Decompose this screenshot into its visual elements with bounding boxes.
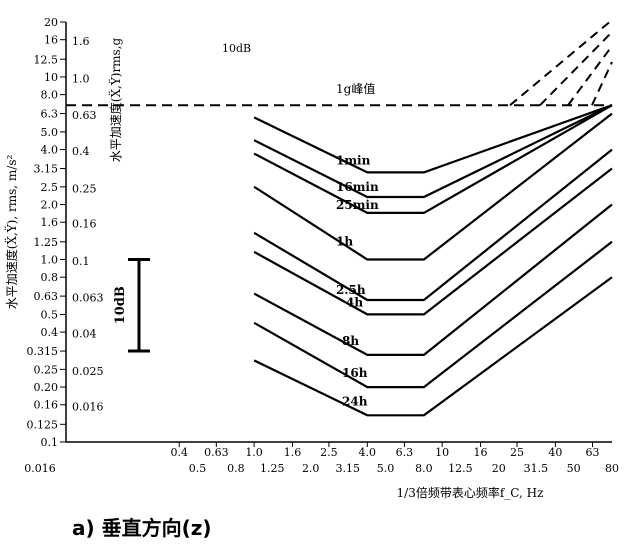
- y-tick-label-9: 2.5: [41, 181, 59, 194]
- y-tick-label-5: 6.3: [41, 108, 59, 121]
- x-tick-label-row2-8: 12.5: [448, 462, 473, 475]
- x-tick-label-row2-9: 20: [492, 462, 506, 475]
- x-tick-label-row2-2: 0.8: [227, 462, 245, 475]
- x-tick-label-row1-4: 2.5: [320, 446, 338, 459]
- x-axis-label: 1/3倍频带表心频率f_C, Hz: [397, 485, 544, 500]
- g-tick-label-4: 0.25: [72, 182, 97, 195]
- series-line-1h: [253, 112, 613, 261]
- y-tick-label-7: 4.0: [41, 144, 59, 157]
- x-tick-label-row1-7: 10: [435, 446, 449, 459]
- y-tick-label-10: 2.0: [41, 199, 59, 212]
- series-label-4h: 4h: [346, 295, 363, 309]
- y-tick-label-0: 20: [44, 16, 58, 29]
- y-tick-label-23: 0.1: [41, 436, 59, 449]
- chart-caption: a) 垂直方向(z): [72, 516, 212, 540]
- y-tick-label-6: 5.0: [41, 126, 59, 139]
- series-line-25min: [253, 104, 613, 214]
- x-tick-label-row1-5: 4.0: [359, 446, 377, 459]
- dashed-extension-3: [591, 61, 613, 106]
- x-tick-label-row1-8: 16: [474, 446, 488, 459]
- y-tick-label-4: 8.0: [41, 89, 59, 102]
- x-tick-label-row1-1: 0.63: [204, 446, 229, 459]
- x-tick-label-row1-11: 63: [585, 446, 599, 459]
- y-tick-label-21: 0.16: [34, 399, 59, 412]
- x-tick-label-row2-5: 3.15: [336, 462, 361, 475]
- y-tick-label-20: 0.20: [34, 381, 59, 394]
- series-line-24h: [253, 276, 613, 417]
- x-tick-label-row2-11: 50: [567, 462, 581, 475]
- dashed-extension-1: [539, 31, 613, 106]
- series-label-24h: 24h: [342, 394, 368, 408]
- x-tick-label-row2-6: 5.0: [377, 462, 395, 475]
- series-line-4h: [253, 167, 613, 316]
- y-tick-label-14: 0.8: [41, 271, 59, 284]
- y-tick-label-8: 3.15: [34, 163, 59, 176]
- x-tick-label-row1-6: 6.3: [396, 446, 414, 459]
- series-line-16h: [253, 240, 613, 389]
- series-label-8h: 8h: [342, 334, 359, 348]
- series-line-8h: [253, 203, 613, 356]
- g-tick-label-7: 0.063: [72, 292, 104, 305]
- g-tick-label-1: 1.0: [72, 72, 90, 85]
- y-tick-label-1: 16: [44, 34, 58, 47]
- y-tick-label-18: 0.315: [27, 345, 59, 358]
- y-tick-label-22: 0.125: [27, 418, 59, 431]
- x-tick-label-row1-3: 1.6: [284, 446, 302, 459]
- y-tick-label-2: 12.5: [34, 53, 59, 66]
- series-label-16min: 16min: [336, 180, 379, 194]
- x-tick-label-row2-3: 1.25: [260, 462, 285, 475]
- g-tick-label-3: 0.4: [72, 145, 90, 158]
- dashed-extension-0: [509, 19, 613, 106]
- x-tick-label-row1-2: 1.0: [245, 446, 263, 459]
- series-label-2.5h: 2.5h: [336, 283, 366, 297]
- g-tick-label-6: 0.1: [72, 255, 90, 268]
- top-10db-label: 10dB: [222, 42, 251, 55]
- x-tick-label-row2-10: 31.5: [524, 462, 549, 475]
- y-tick-label-3: 10: [44, 71, 58, 84]
- y-tick-label-13: 1.0: [41, 253, 59, 266]
- y-axis-label-outer: 水平加速度(Ẍ,Ÿ), rms, m/s²: [3, 155, 19, 310]
- series-label-25min: 25min: [336, 198, 379, 212]
- series-label-16h: 16h: [342, 366, 368, 380]
- x-tick-label-row2-4: 2.0: [302, 462, 320, 475]
- peak-1g-label: 1g峰值: [336, 81, 375, 96]
- series-line-16min: [253, 104, 613, 199]
- y-tick-label-12: 1.25: [34, 236, 59, 249]
- series-label-1h: 1h: [336, 234, 353, 248]
- g-tick-label-10: 0.016: [72, 400, 104, 413]
- y-axis-label-inner: 水平加速度(Ẍ,Ÿ)rms,g: [107, 37, 123, 162]
- x-tick-label-row2-0: 0.016: [24, 462, 56, 475]
- x-tick-label-row1-10: 40: [548, 446, 562, 459]
- y-tick-label-19: 0.25: [34, 363, 59, 376]
- y-tick-label-11: 1.6: [41, 216, 59, 229]
- series-label-1min: 1min: [336, 153, 371, 167]
- x-tick-label-row1-9: 25: [510, 446, 524, 459]
- g-tick-label-5: 0.16: [72, 218, 97, 231]
- g-tick-label-8: 0.04: [72, 328, 97, 341]
- dashed-extension-2: [567, 45, 613, 106]
- x-tick-label-row2-7: 8.0: [415, 462, 433, 475]
- x-tick-label-row2-1: 0.5: [189, 462, 207, 475]
- y-tick-label-16: 0.5: [41, 308, 59, 321]
- series-line-2.5h: [253, 148, 613, 302]
- x-tick-label-row1-0: 0.4: [170, 446, 188, 459]
- g-tick-label-9: 0.025: [72, 365, 104, 378]
- scale-bar-label: 10dB: [113, 286, 128, 324]
- g-tick-label-2: 0.63: [72, 109, 97, 122]
- x-tick-label-row2-12: 80: [605, 462, 619, 475]
- y-tick-label-17: 0.4: [41, 326, 59, 339]
- y-tick-label-15: 0.63: [34, 290, 59, 303]
- g-tick-label-0: 1.6: [72, 35, 90, 48]
- series-line-1min: [253, 104, 613, 174]
